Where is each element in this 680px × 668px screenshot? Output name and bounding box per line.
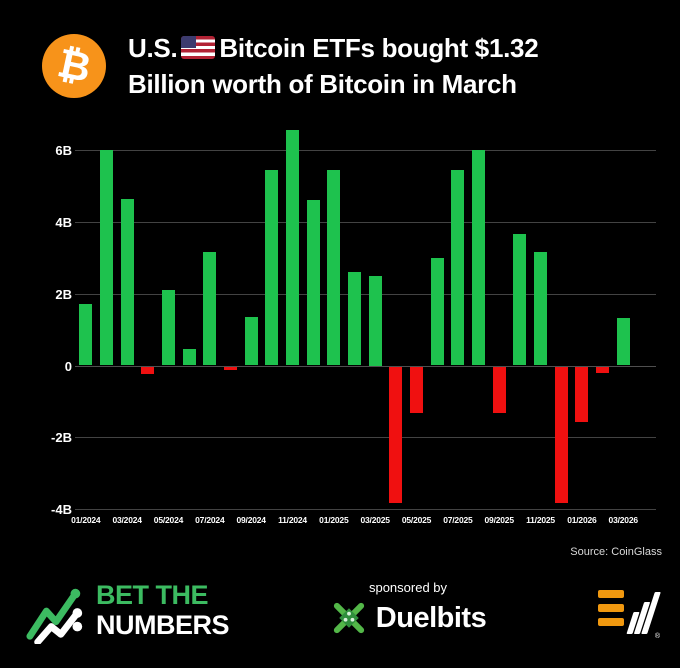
x-tick-label-09/2024: 09/2024 [236,515,266,525]
title-line2: Billion worth of Bitcoin in March [128,69,517,99]
bar-01/2026 [575,366,589,423]
bitcoin-icon: ₿ [42,34,106,98]
gridline-2B [75,293,656,295]
x-tick-label-07/2025: 07/2025 [443,515,473,525]
bar-06/2025 [430,257,444,366]
bar-05/2024 [161,290,175,366]
x-tick-label-03/2025: 03/2025 [360,515,391,525]
bar-09/2025 [492,366,506,414]
bar-05/2025 [410,366,424,414]
source-credit: Source: CoinGlass [570,546,662,558]
bar-10/2024 [265,169,279,366]
x-tick-label-01/2026: 01/2026 [567,515,597,525]
brand-line1: BET THE [96,580,209,610]
gridline--2B [75,437,656,439]
bar-04/2024 [141,366,155,374]
sponsor-block: sponsored by Duelbits [318,580,498,637]
crossed-swords-icon [333,602,364,634]
y-tick-label--2B: -2B [51,430,72,446]
bar-11/2025 [534,252,548,366]
bar-01/2024 [79,304,93,366]
gridline-6B [75,150,656,152]
bar-02/2024 [99,150,113,366]
orange-bars-logo-icon: ® [598,582,661,640]
gridline-4B [75,221,656,223]
title-line1-prefix: U.S. [128,33,178,63]
bar-chart: 6B 4B 2B 0 -2B -4B 01/2024 03/2024 05/2024 07/20… [0,128,680,532]
bar-10/2025 [513,234,527,366]
sponsored-by-label: sponsored by [368,580,448,595]
bar-08/2024 [223,366,237,371]
x-tick-label-03/2024: 03/2024 [112,515,142,525]
y-tick-label--4B: -4B [51,502,72,518]
x-tick-label-03/2026: 03/2026 [608,515,639,525]
gridline--4B [75,509,656,511]
x-tick-label-01/2025: 01/2025 [319,515,349,525]
y-tick-label-6B: 6B [55,143,72,159]
bar-04/2025 [389,366,403,503]
bitcoin-b-glyph: ₿ [53,40,95,92]
y-tick-label-4B: 4B [55,214,72,230]
bar-07/2024 [203,252,217,366]
bar-11/2024 [286,130,299,366]
title-line1-suffix: Bitcoin ETFs bought $1.32 [219,33,539,63]
bar-06/2024 [182,349,196,366]
bar-03/2025 [368,275,382,366]
brand-line2: NUMBERS [96,610,230,640]
y-tick-label-2B: 2B [55,286,72,302]
bar-03/2024 [120,198,134,366]
registered-mark: ® [654,633,660,640]
x-tick-label-05/2025: 05/2025 [401,515,432,525]
x-tick-label-09/2025: 09/2025 [484,515,515,525]
bar-08/2025 [472,150,486,366]
bar-01/2025 [327,169,341,366]
bar-03/2026 [616,318,630,366]
bar-09/2024 [244,317,258,366]
gridline-0 [75,365,656,367]
y-tick-label-0: 0 [64,358,72,374]
page-title: U.S. Bitcoin ETFs bought $1.32 Billion wo… [128,30,668,102]
x-tick-label-07/2024: 07/2024 [195,515,225,525]
bar-07/2025 [451,169,465,366]
bar-02/2026 [596,366,610,373]
x-tick-label-11/2025: 11/2025 [526,515,555,525]
bar-02/2025 [348,272,361,366]
x-tick-label-01/2024: 01/2024 [71,515,101,525]
trend-arrow-icon [26,588,83,644]
bar-12/2025 [554,366,568,503]
us-flag-icon [181,36,216,59]
brand-wordmark: BET THE NUMBERS [96,580,230,640]
bar-12/2024 [306,200,320,366]
x-tick-label-05/2024: 05/2024 [153,515,184,525]
footer: BET THE NUMBERS sponsored by Duelbits [0,578,680,662]
x-tick-label-11/2024: 11/2024 [278,515,307,525]
sponsor-name: Duelbits [375,601,487,634]
